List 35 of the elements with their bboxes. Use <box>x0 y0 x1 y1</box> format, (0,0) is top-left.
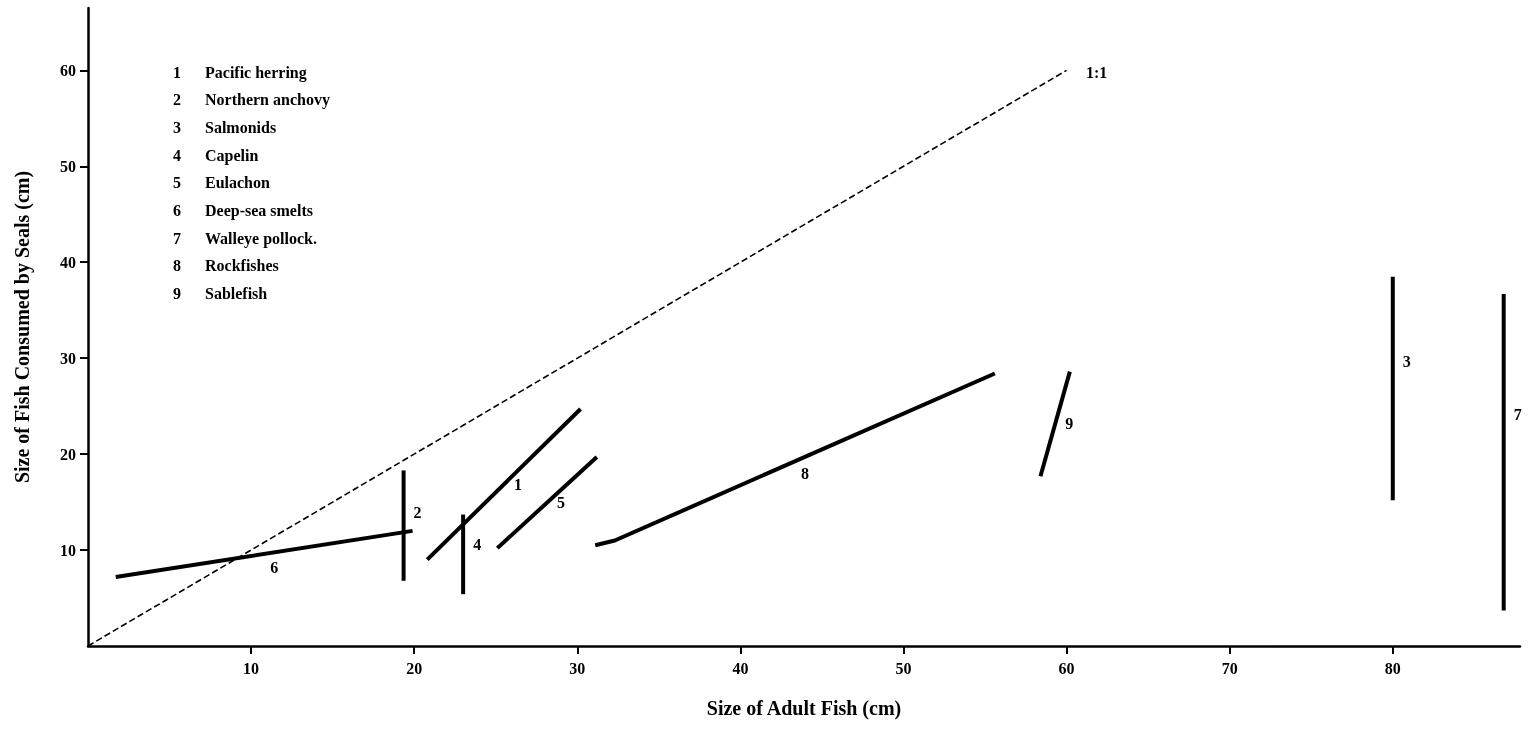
text: 4 Capelin <box>173 146 259 164</box>
text: 5 Eulachon <box>173 174 270 192</box>
text: 9 Sablefish <box>173 285 268 303</box>
y-tick-label: 50 <box>60 157 76 175</box>
series-label: 2 <box>413 503 422 521</box>
x-tick-label: 30 <box>569 659 586 677</box>
y-tick-label: 40 <box>60 253 76 271</box>
y-tick-label: 30 <box>60 349 76 367</box>
y-tick-label: 60 <box>60 61 76 79</box>
series-label: 1 <box>513 475 522 493</box>
series-label: 7 <box>1513 405 1522 423</box>
text: 7 Walleye pollock. <box>173 229 317 247</box>
y-tick-label: 20 <box>60 445 76 463</box>
series-label: 3 <box>1402 353 1411 371</box>
series-label: 9 <box>1065 415 1074 433</box>
x-tick-label: 10 <box>243 659 260 677</box>
text: 6 Deep-sea smelts <box>173 202 313 219</box>
series-label: 6 <box>270 559 279 577</box>
x-tick-label: 70 <box>1221 659 1238 677</box>
series-label: 1:1 <box>1085 63 1108 81</box>
x-tick-label: 60 <box>1058 659 1075 677</box>
x-tick-label: 20 <box>406 659 423 677</box>
text: 2 Northern anchovy <box>173 91 330 109</box>
series-label: 8 <box>801 464 810 482</box>
x-tick-label: 50 <box>895 659 912 677</box>
x-tick-label: 80 <box>1384 659 1401 677</box>
text: 1 Pacific herring <box>173 63 307 81</box>
series-label: 4 <box>473 536 482 554</box>
x-tick-label: 40 <box>732 659 749 677</box>
y-axis-title: Size of Fish Consumed by Seals (cm) <box>11 170 34 484</box>
text: 3 Salmonids <box>173 118 277 136</box>
x-axis-title: Size of Adult Fish (cm) <box>706 697 902 720</box>
text: 8 Rockfishes <box>173 257 279 275</box>
series-label: 5 <box>557 494 566 512</box>
y-tick-label: 10 <box>60 541 76 559</box>
